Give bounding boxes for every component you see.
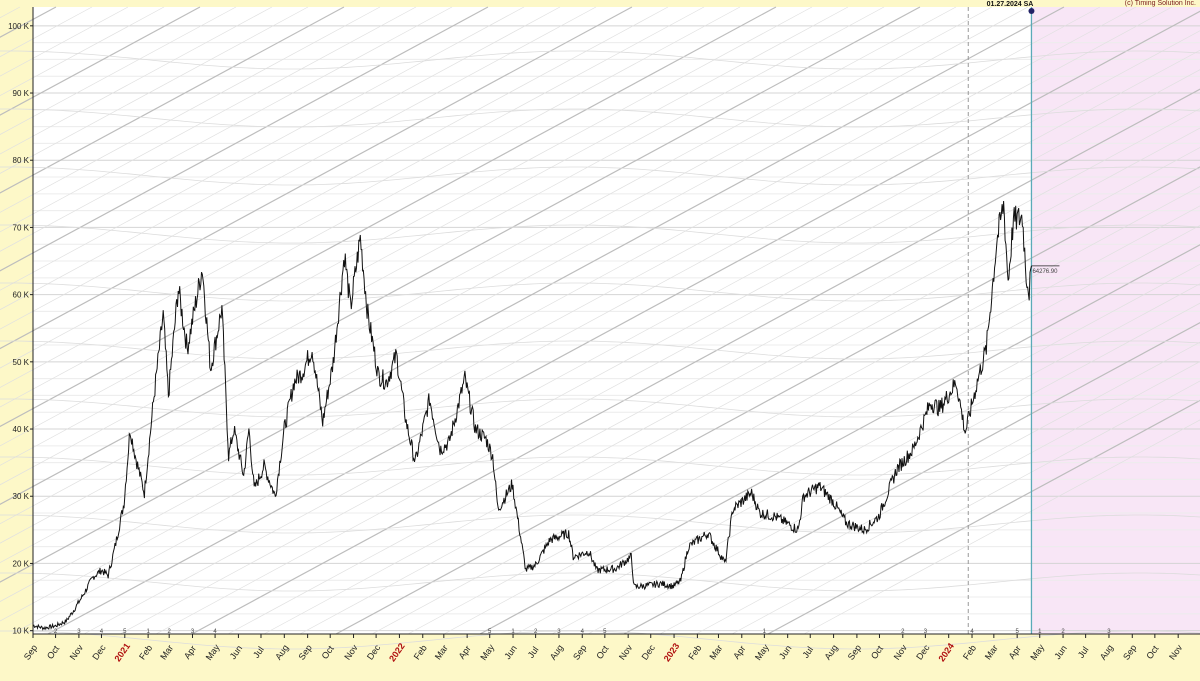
copyright-label: (c) Timing Solution Inc. [1125, 0, 1196, 7]
gann-angle-line [0, 6, 741, 408]
gann-angle-line [191, 88, 1200, 635]
cycle-wave-line [0, 398, 1200, 418]
y-tick-label: 30 K [13, 492, 30, 501]
cycle-wave-line [0, 572, 1200, 592]
gann-angle-line [407, 205, 1200, 635]
gann-angle-line [551, 283, 1200, 635]
cycle-marker-label: 5 [123, 629, 127, 635]
cycle-wave-line [0, 630, 1200, 650]
last-value-label: 64276.90 [1032, 269, 1058, 275]
gann-angle-line [0, 6, 381, 213]
cycle-marker-label: 5 [603, 629, 607, 635]
cycle-marker-label: 1 [146, 629, 150, 635]
gann-angle-line [299, 147, 1200, 635]
forecast-zone [1031, 7, 1200, 634]
gann-angle-line [227, 108, 1200, 635]
cycle-marker-label: 3 [924, 629, 928, 635]
cycle-marker-label: 2 [534, 629, 538, 635]
cycle-marker-label: 1 [511, 629, 515, 635]
gann-angle-line [263, 127, 1200, 635]
y-tick-label: 80 K [13, 156, 30, 165]
gann-angle-line [659, 341, 1200, 635]
gann-angle-line [0, 6, 1101, 602]
gann-angle-line [515, 263, 1200, 635]
cycle-wave-line [0, 50, 1200, 70]
gann-angle-line [695, 361, 1200, 635]
price-series-line [32, 200, 1032, 631]
gann-angle-line [0, 6, 597, 330]
cycle-wave-line [0, 166, 1200, 186]
cycle-marker-label: 1 [1038, 629, 1042, 635]
cycle-marker-label: 3 [557, 629, 561, 635]
gann-angle-line [0, 6, 561, 311]
cycle-wave-line [0, 340, 1200, 360]
gann-angle-line [0, 6, 309, 174]
cycle-marker-label: 2 [901, 629, 905, 635]
cycle-marker-label: 5 [1015, 629, 1019, 635]
gann-angle-line [0, 6, 921, 505]
time-marker-handle [1028, 8, 1035, 14]
gann-angle-line [0, 6, 813, 447]
cycle-marker-label: 3 [191, 629, 195, 635]
gann-angle-line [443, 224, 1200, 635]
y-tick-label: 60 K [13, 291, 30, 300]
gann-angle-line [0, 6, 849, 466]
gann-angle-line [0, 6, 633, 350]
gann-angle-line [0, 6, 885, 486]
date-marker-label: 01.27.2024 SA [987, 1, 1034, 8]
plot-area [33, 7, 1200, 634]
gann-angle-line [803, 419, 1200, 635]
y-tick-label: 10 K [13, 627, 30, 636]
cycle-wave-line [0, 514, 1200, 534]
cycle-marker-label: 2 [168, 629, 172, 635]
cycle-wave-line [0, 282, 1200, 302]
gann-angle-line [479, 244, 1200, 635]
gann-angle-line [119, 49, 1200, 635]
gann-angle-line [0, 6, 489, 272]
gann-angle-line [0, 6, 345, 194]
cycle-marker-label: 4 [970, 629, 974, 635]
y-tick-label: 40 K [13, 425, 30, 434]
cycle-marker-label: 3 [1107, 629, 1111, 635]
y-tick-label: 70 K [13, 223, 30, 232]
gann-angle-line [0, 6, 1065, 583]
y-tick-label: 100 K [8, 22, 30, 31]
gann-angle-line [0, 6, 525, 291]
cycle-marker-label: 4 [213, 629, 217, 635]
gann-angle-line [0, 6, 669, 369]
cycle-marker-label: 5 [488, 629, 492, 635]
cycle-wave-line [0, 224, 1200, 244]
gann-angle-line [335, 166, 1200, 635]
cycle-marker-label: 1 [763, 629, 767, 635]
gann-angle-line [0, 6, 417, 233]
gann-angle-line [0, 6, 777, 428]
gann-angle-line [155, 69, 1200, 635]
gann-angle-line [623, 321, 1200, 635]
gann-angle-line [0, 6, 201, 116]
cycle-wave-line [0, 108, 1200, 128]
gann-angle-line [587, 302, 1200, 635]
gann-angle-line [0, 6, 993, 544]
cycle-marker-label: 4 [581, 629, 585, 635]
y-tick-label: 20 K [13, 559, 30, 568]
gann-angle-line [767, 399, 1200, 635]
y-tick-label: 90 K [13, 89, 30, 98]
cycle-marker-label: 2 [54, 629, 58, 635]
y-tick-label: 50 K [13, 358, 30, 367]
gann-angle-line [0, 6, 957, 525]
cycle-marker-label: 3 [77, 629, 81, 635]
gann-angle-line [47, 10, 1200, 635]
gann-angle-line [0, 6, 453, 252]
gann-angle-line [731, 380, 1200, 635]
gann-angle-line [83, 30, 1200, 635]
gann-angle-line [0, 6, 237, 135]
cycle-wave-line [0, 456, 1200, 476]
gann-angle-line [0, 6, 1137, 622]
gann-angle-line [0, 6, 1029, 564]
cycle-marker-label: 4 [100, 629, 104, 635]
cycle-marker-label: 2 [1061, 629, 1065, 635]
